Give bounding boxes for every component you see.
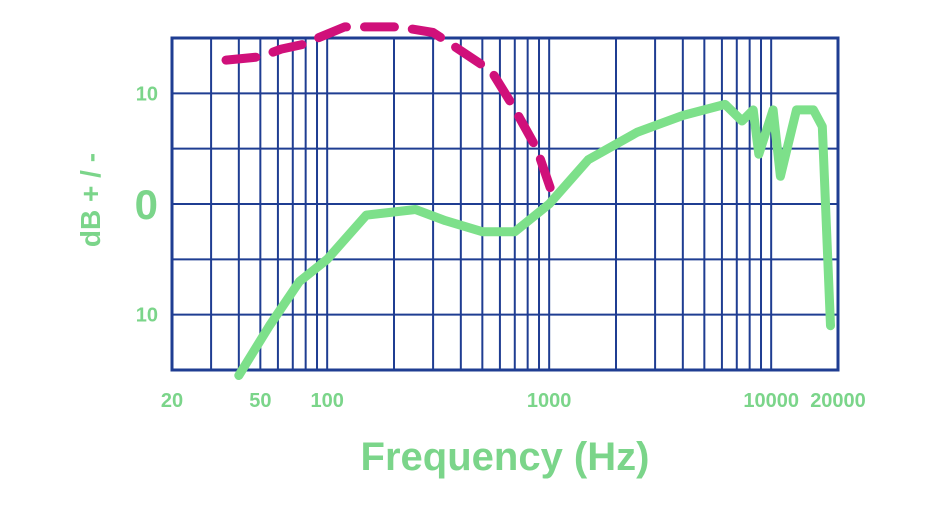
x-tick-label: 1000 [527,390,572,412]
series-line-solid [234,99,835,380]
y-tick-label: 0 [135,181,158,228]
x-tick-label: 20 [161,390,183,412]
y-tick-label: 10 [136,305,158,327]
x-tick-label: 100 [310,390,343,412]
x-axis-label: Frequency (Hz) [361,435,650,479]
y-tick-label: 10 [136,83,158,105]
y-tick-labels: 10 0 10 [135,83,158,326]
grid [172,38,838,370]
plot-frame [170,36,840,372]
x-tick-label: 50 [249,390,271,412]
x-tick-labels: 20 50 100 1000 10000 20000 [161,390,866,412]
x-tick-label: 20000 [810,390,866,412]
series-line-dashed [221,22,559,203]
x-tick-label: 10000 [743,390,799,412]
y-axis-label: dB + / - [75,153,106,247]
series-layer [221,22,835,380]
